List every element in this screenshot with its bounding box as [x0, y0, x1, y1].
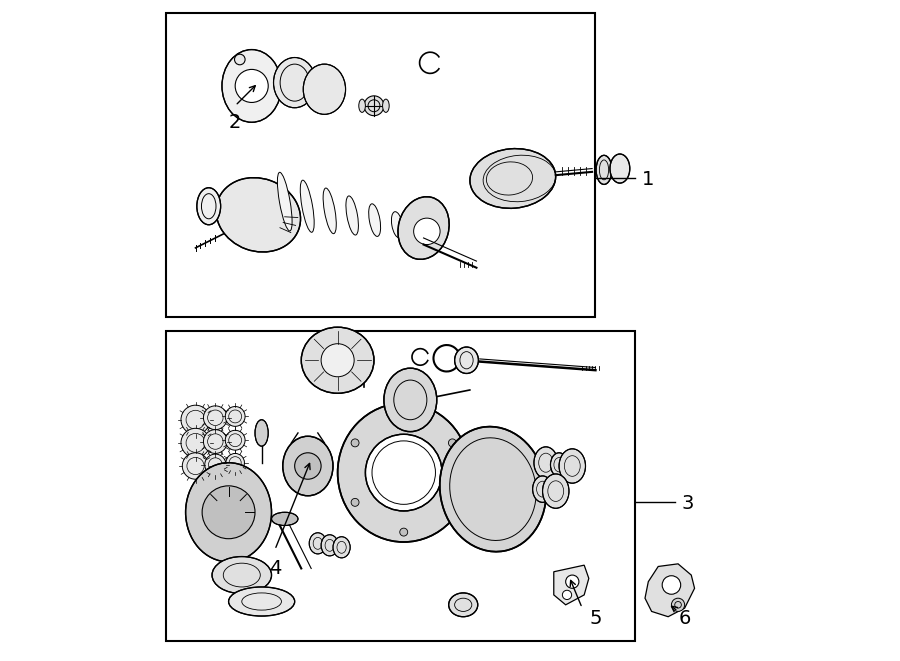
Circle shape: [203, 406, 227, 430]
Ellipse shape: [359, 349, 369, 356]
Ellipse shape: [197, 188, 220, 225]
Ellipse shape: [534, 447, 558, 479]
Text: 2: 2: [229, 113, 241, 132]
Ellipse shape: [323, 188, 337, 233]
Circle shape: [235, 69, 268, 102]
Ellipse shape: [359, 99, 365, 112]
Ellipse shape: [321, 535, 338, 556]
Circle shape: [448, 498, 456, 506]
Ellipse shape: [222, 50, 282, 122]
Circle shape: [203, 430, 227, 453]
Ellipse shape: [338, 403, 470, 542]
Text: 6: 6: [679, 609, 691, 627]
Ellipse shape: [303, 64, 346, 114]
Circle shape: [226, 453, 245, 472]
Ellipse shape: [369, 204, 381, 237]
Ellipse shape: [470, 149, 555, 208]
Ellipse shape: [274, 58, 316, 108]
Circle shape: [671, 598, 685, 611]
Circle shape: [400, 528, 408, 536]
Circle shape: [400, 409, 408, 417]
Ellipse shape: [333, 537, 350, 558]
Ellipse shape: [559, 449, 586, 483]
Ellipse shape: [216, 178, 301, 252]
Text: 3: 3: [681, 494, 694, 513]
Ellipse shape: [346, 196, 358, 235]
Polygon shape: [554, 565, 589, 605]
Circle shape: [183, 453, 209, 479]
Circle shape: [662, 576, 680, 594]
Circle shape: [181, 428, 210, 457]
Circle shape: [205, 454, 226, 475]
Circle shape: [235, 54, 245, 65]
Ellipse shape: [225, 472, 232, 480]
Circle shape: [294, 453, 321, 479]
Circle shape: [225, 430, 245, 450]
Ellipse shape: [301, 180, 314, 232]
Circle shape: [414, 218, 440, 245]
Text: 1: 1: [642, 171, 654, 189]
Circle shape: [562, 590, 572, 600]
Circle shape: [225, 407, 245, 426]
Ellipse shape: [449, 593, 478, 617]
Circle shape: [365, 434, 442, 511]
Circle shape: [202, 486, 255, 539]
Ellipse shape: [277, 173, 292, 231]
Ellipse shape: [543, 474, 569, 508]
Ellipse shape: [255, 420, 268, 446]
Ellipse shape: [185, 463, 272, 562]
Ellipse shape: [382, 99, 389, 112]
Ellipse shape: [440, 426, 546, 552]
Ellipse shape: [596, 155, 612, 184]
Circle shape: [566, 575, 579, 588]
Text: 5: 5: [590, 609, 602, 627]
Circle shape: [351, 498, 359, 506]
Circle shape: [351, 439, 359, 447]
Polygon shape: [645, 564, 695, 617]
Ellipse shape: [272, 512, 298, 525]
Ellipse shape: [212, 557, 272, 594]
Ellipse shape: [533, 476, 553, 502]
Ellipse shape: [229, 587, 294, 616]
Ellipse shape: [551, 453, 568, 477]
Ellipse shape: [302, 327, 374, 393]
Ellipse shape: [392, 212, 403, 238]
Ellipse shape: [310, 533, 327, 554]
Ellipse shape: [610, 154, 630, 183]
Ellipse shape: [384, 368, 436, 432]
Circle shape: [321, 344, 355, 377]
Circle shape: [448, 439, 456, 447]
Ellipse shape: [283, 436, 333, 496]
Ellipse shape: [454, 347, 479, 373]
Text: 4: 4: [268, 559, 281, 578]
Circle shape: [364, 96, 384, 116]
Circle shape: [181, 405, 210, 434]
Ellipse shape: [398, 197, 449, 259]
